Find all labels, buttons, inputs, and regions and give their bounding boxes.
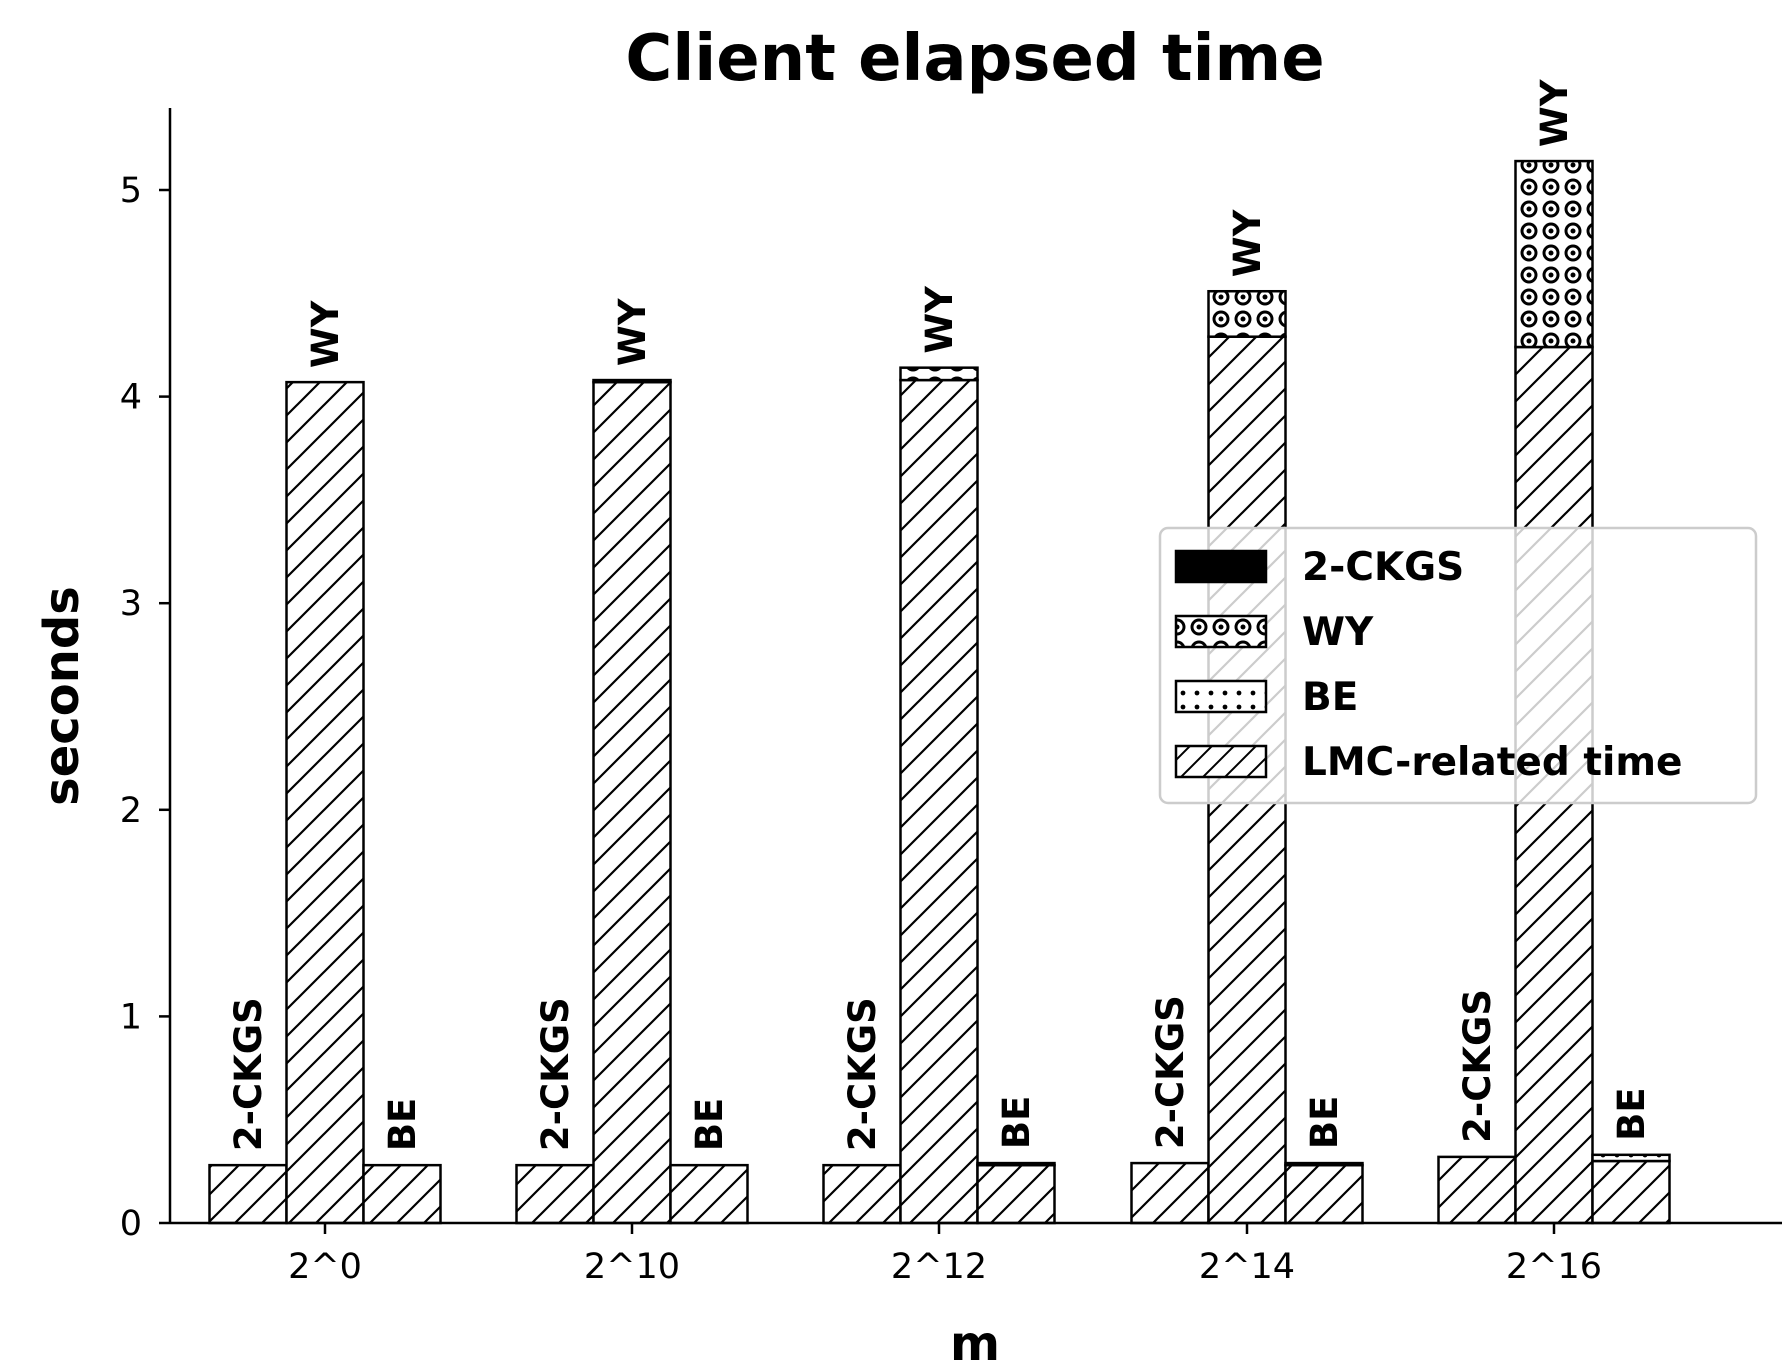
x-ticks: 2^0 2^10 2^12 2^14 2^16	[288, 1223, 1602, 1287]
bar-label-wy-2-16: WY	[1533, 78, 1576, 147]
bar-label-be-2-10: BE	[688, 1098, 731, 1151]
bar-be-lmc-2-14	[1284, 1163, 1364, 1225]
bar-be-stack-2-12	[976, 1161, 1056, 1167]
legend-label-be: BE	[1302, 675, 1358, 720]
y-tick-label: 1	[120, 997, 142, 1037]
bar-be-stack-2-14	[1284, 1161, 1364, 1167]
bar-label-wy-2-10: WY	[611, 297, 654, 366]
y-axis-label: seconds	[34, 586, 90, 806]
bar-label-2-ckgs-2-16: 2-CKGS	[1456, 989, 1499, 1143]
bar-label-be-2-12: BE	[995, 1096, 1038, 1149]
bar-2-ckgs-lmc-2-14	[1130, 1161, 1210, 1225]
bar-labels-group: 2-CKGS WY BE 2-CKGS WY BE 2-CKGS WY BE 2-CKGS WY BE…	[227, 78, 1653, 1151]
bar-wy-lmc-2-12	[899, 378, 979, 1225]
bar-label-be-2-0: BE	[381, 1098, 424, 1151]
x-tick-label: 2^16	[1506, 1247, 1602, 1287]
bar-wy-stack-2-12	[899, 366, 979, 382]
bar-2-ckgs-lmc-2-0	[208, 1163, 288, 1225]
bar-wy-lmc-2-10	[592, 380, 672, 1225]
bar-be-lmc-2-10	[669, 1163, 749, 1225]
y-tick-label: 0	[120, 1204, 142, 1244]
bar-wy-lmc-2-0	[285, 380, 365, 1225]
y-tick-label: 5	[120, 171, 142, 211]
legend-swatch-wy	[1174, 614, 1268, 649]
bar-be-lmc-2-0	[362, 1163, 442, 1225]
x-axis-label: m	[950, 1316, 1000, 1366]
bar-2-ckgs-lmc-2-12	[822, 1163, 902, 1225]
bar-label-wy-2-12: WY	[918, 285, 961, 354]
bar-label-wy-2-14: WY	[1226, 208, 1269, 277]
bar-be-lmc-2-16	[1591, 1159, 1671, 1225]
legend-frame	[1158, 526, 1758, 805]
y-ticks: 0 1 2 3 4 5	[120, 171, 170, 1244]
legend: 2-CKGS WY BE LMC-related time	[1158, 526, 1758, 805]
axes	[168, 108, 1782, 1225]
bar-label-2-ckgs-2-12: 2-CKGS	[841, 997, 884, 1151]
legend-label-2-ckgs: 2-CKGS	[1302, 545, 1464, 590]
bar-be-stack-2-16	[1591, 1153, 1671, 1163]
bar-2-ckgs-lmc-2-10	[515, 1163, 595, 1225]
x-tick-label: 2^12	[891, 1247, 987, 1287]
bar-label-wy-2-0: WY	[304, 299, 347, 368]
legend-label-lmc-related-time: LMC-related time	[1302, 740, 1682, 785]
legend-swatch-2-ckgs	[1174, 549, 1268, 584]
bar-2-ckgs-lmc-2-16	[1437, 1155, 1517, 1225]
x-tick-label: 2^14	[1199, 1247, 1295, 1287]
bar-be-lmc-2-12	[976, 1163, 1056, 1225]
y-tick-label: 3	[120, 584, 142, 624]
bar-label-2-ckgs-2-0: 2-CKGS	[227, 997, 270, 1151]
legend-swatch-be	[1174, 679, 1268, 714]
bar-label-2-ckgs-2-14: 2-CKGS	[1149, 995, 1192, 1149]
bar-wy-stack-2-10	[592, 378, 672, 384]
bar-label-2-ckgs-2-10: 2-CKGS	[534, 997, 577, 1151]
x-tick-label: 2^10	[584, 1247, 680, 1287]
x-tick-label: 2^0	[288, 1247, 362, 1287]
bar-label-be-2-14: BE	[1303, 1096, 1346, 1149]
legend-swatch-lmc-related-time	[1174, 744, 1268, 779]
y-tick-label: 2	[120, 791, 142, 831]
legend-label-wy: WY	[1302, 610, 1374, 655]
bar-wy-stack-2-16	[1514, 159, 1594, 349]
y-tick-label: 4	[120, 378, 142, 418]
bar-label-be-2-16: BE	[1610, 1087, 1653, 1140]
bar-wy-stack-2-14	[1207, 289, 1287, 338]
chart-title: Client elapsed time	[625, 22, 1324, 96]
